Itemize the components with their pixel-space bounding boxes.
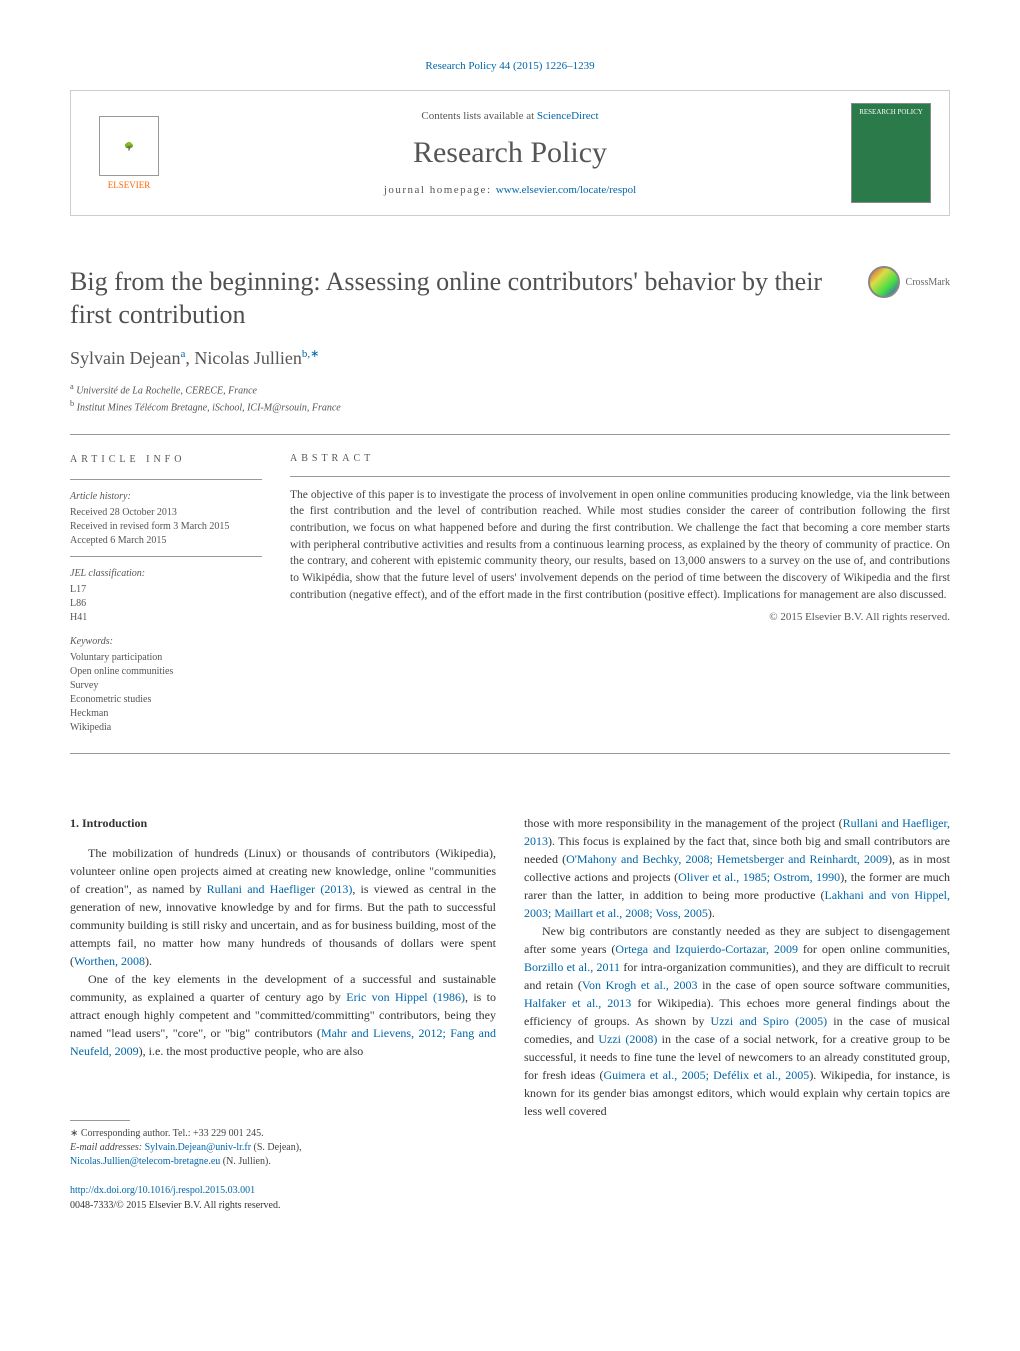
citation-link[interactable]: Oliver et al., 1985; Ostrom, 1990 (678, 870, 840, 884)
citation-link[interactable]: Uzzi and Spiro (2005) (711, 1014, 828, 1028)
contents-available-line: Contents lists available at ScienceDirec… (169, 110, 851, 122)
abstract-column: ABSTRACT The objective of this paper is … (290, 453, 950, 735)
article-info-column: ARTICLE INFO Article history: Received 2… (70, 453, 290, 735)
footnotes: ∗ Corresponding author. Tel.: +33 229 00… (70, 1127, 496, 1169)
citation-link[interactable]: Uzzi (2008) (598, 1032, 657, 1046)
jel-code-1: L17 (70, 583, 262, 597)
authors-line: Sylvain Dejeana, Nicolas Jullienb,∗ (70, 347, 950, 369)
journal-cover-thumbnail: RESEARCH POLICY (851, 103, 931, 203)
footnote-separator (70, 1120, 130, 1121)
corresponding-author: ∗ Corresponding author. Tel.: +33 229 00… (70, 1127, 496, 1141)
affiliations: a Université de La Rochelle, CERECE, Fra… (70, 381, 950, 416)
article-info-heading: ARTICLE INFO (70, 453, 262, 467)
crossmark-badge[interactable]: CrossMark (868, 266, 950, 298)
accepted-date: Accepted 6 March 2015 (70, 534, 262, 548)
section-heading: 1. Introduction (70, 814, 496, 832)
author-2: Nicolas Jullien (194, 348, 301, 368)
keywords-label: Keywords: (70, 635, 262, 649)
elsevier-logo: 🌳 ELSEVIER (89, 108, 169, 198)
homepage-prefix: journal homepage: (384, 184, 496, 196)
author-2-affil-marker: b,∗ (302, 348, 319, 360)
journal-homepage-link[interactable]: www.elsevier.com/locate/respol (496, 184, 636, 196)
journal-homepage-line: journal homepage: www.elsevier.com/locat… (169, 184, 851, 196)
rule-bottom (70, 753, 950, 754)
doi-link[interactable]: http://dx.doi.org/10.1016/j.respol.2015.… (70, 1183, 496, 1198)
paragraph: New big contributors are constantly need… (524, 922, 950, 1120)
citation-link[interactable]: Von Krogh et al., 2003 (582, 978, 698, 992)
citation-link[interactable]: Rullani and Haefliger (2013) (207, 882, 353, 896)
citation-link[interactable]: O'Mahony and Bechky, 2008; Hemetsberger … (566, 852, 888, 866)
keyword: Voluntary participation (70, 651, 262, 665)
keyword: Open online communities (70, 665, 262, 679)
citation-link[interactable]: Guimera et al., 2005; Defélix et al., 20… (603, 1068, 809, 1082)
jel-label: JEL classification: (70, 567, 262, 581)
keyword: Heckman (70, 707, 262, 721)
affiliation-a: Université de La Rochelle, CERECE, Franc… (76, 385, 257, 396)
doi-block: http://dx.doi.org/10.1016/j.respol.2015.… (70, 1183, 496, 1213)
issn-copyright: 0048-7333/© 2015 Elsevier B.V. All right… (70, 1198, 496, 1213)
received-date: Received 28 October 2013 (70, 506, 262, 520)
jel-code-2: L86 (70, 597, 262, 611)
body-columns: 1. Introduction The mobilization of hund… (70, 814, 950, 1213)
keyword: Econometric studies (70, 693, 262, 707)
keyword: Survey (70, 679, 262, 693)
author-email-link[interactable]: Nicolas.Jullien@telecom-bretagne.eu (70, 1156, 220, 1167)
elsevier-tree-icon: 🌳 (99, 116, 159, 176)
citation-link[interactable]: Borzillo et al., 2011 (524, 960, 620, 974)
keyword: Wikipedia (70, 721, 262, 735)
author-1-affil-marker: a (180, 348, 185, 360)
abstract-heading: ABSTRACT (290, 453, 950, 464)
journal-header: 🌳 ELSEVIER Contents lists available at S… (70, 90, 950, 216)
author-email-link[interactable]: Sylvain.Dejean@univ-lr.fr (145, 1142, 251, 1153)
paragraph: One of the key elements in the developme… (70, 970, 496, 1060)
affiliation-b: Institut Mines Télécom Bretagne, iSchool… (77, 403, 341, 414)
article-history-label: Article history: (70, 490, 262, 504)
citation-link[interactable]: Ortega and Izquierdo-Cortazar, 2009 (615, 942, 798, 956)
revised-date: Received in revised form 3 March 2015 (70, 520, 262, 534)
journal-title: Research Policy (169, 136, 851, 170)
jel-code-3: H41 (70, 611, 262, 625)
contents-prefix: Contents lists available at (421, 110, 536, 122)
email-label: E-mail addresses: (70, 1142, 145, 1153)
citation-link[interactable]: Worthen, 2008 (74, 954, 145, 968)
citation-link[interactable]: Eric von Hippel (1986) (346, 990, 465, 1004)
article-title: Big from the beginning: Assessing online… (70, 266, 848, 331)
paragraph: those with more responsibility in the ma… (524, 814, 950, 922)
citation-link[interactable]: Halfaker et al., 2013 (524, 996, 631, 1010)
crossmark-label: CrossMark (906, 277, 950, 288)
column-left: 1. Introduction The mobilization of hund… (70, 814, 496, 1213)
crossmark-icon (868, 266, 900, 298)
abstract-text: The objective of this paper is to invest… (290, 487, 950, 604)
column-right: those with more responsibility in the ma… (524, 814, 950, 1213)
author-1: Sylvain Dejean (70, 348, 180, 368)
sciencedirect-link[interactable]: ScienceDirect (537, 110, 599, 122)
abstract-copyright: © 2015 Elsevier B.V. All rights reserved… (290, 611, 950, 623)
elsevier-label: ELSEVIER (108, 180, 151, 190)
journal-reference: Research Policy 44 (2015) 1226–1239 (70, 60, 950, 72)
paragraph: The mobilization of hundreds (Linux) or … (70, 844, 496, 970)
